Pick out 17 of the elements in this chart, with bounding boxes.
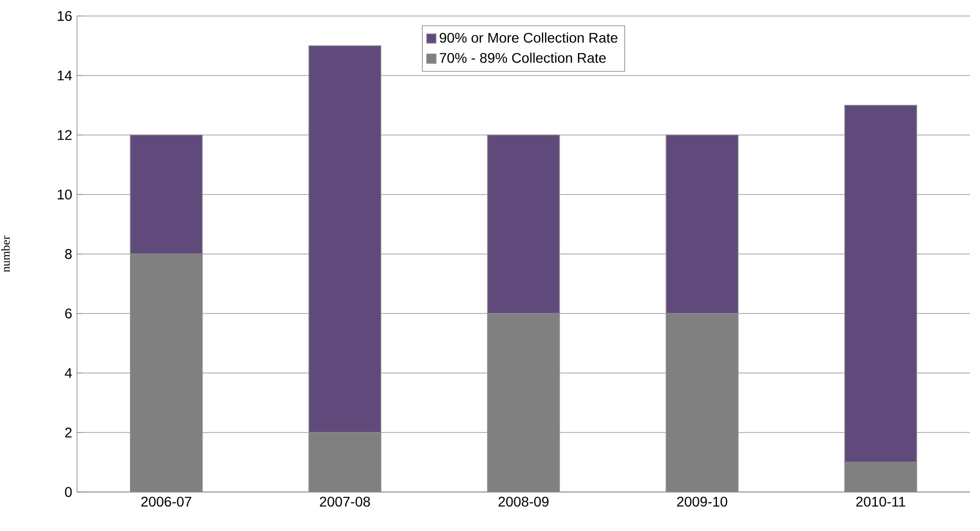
y-tick-label: 6 [65,308,72,318]
x-tick-label: 2008-09 [498,496,549,507]
y-tick-label: 16 [58,11,72,21]
x-tick-label: 2009-10 [677,496,728,507]
y-tick-label: 4 [64,368,72,378]
y-tick-label: 0 [65,487,72,497]
y-tick-label: 12 [58,130,72,140]
x-tick-label: 2007-08 [320,496,370,507]
y-tick-label: 14 [58,70,72,80]
x-tick-label: 2010-11 [856,496,906,507]
y-tick-label: 10 [58,190,72,200]
y-axis-title: number [1,236,10,272]
legend-label: 70% - 89% Collection Rate [440,52,606,63]
y-tick-label: 8 [65,249,72,259]
legend-label: 90% or More Collection Rate [440,32,618,43]
x-tick-label: 2006-07 [141,496,192,507]
y-tick-label: 2 [65,428,72,438]
